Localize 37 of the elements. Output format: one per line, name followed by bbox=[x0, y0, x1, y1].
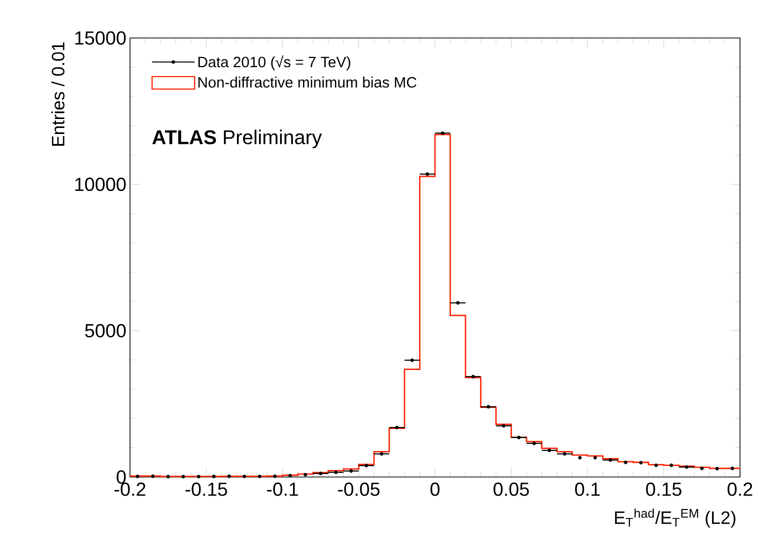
point bbox=[318, 472, 322, 476]
x-tick-label: 0 bbox=[430, 482, 440, 496]
point bbox=[380, 452, 384, 456]
annotation: ATLAS Preliminary bbox=[152, 130, 322, 148]
point bbox=[426, 172, 430, 176]
x-tick-label: 0.1 bbox=[575, 482, 600, 496]
point bbox=[349, 469, 353, 473]
point bbox=[440, 131, 444, 135]
x-tick-label: 0.05 bbox=[494, 482, 529, 496]
point bbox=[548, 448, 552, 452]
y-tick-label: 5000 bbox=[85, 324, 126, 338]
point bbox=[334, 470, 338, 474]
point bbox=[456, 301, 460, 305]
x-tick-label: -0.15 bbox=[186, 482, 228, 496]
point bbox=[532, 442, 536, 446]
point bbox=[502, 424, 506, 428]
point bbox=[517, 436, 521, 440]
legend-label: Non-diffractive minimum bias MC bbox=[198, 76, 416, 88]
y-tick-label: 15000 bbox=[75, 31, 126, 45]
x-tick-label: 0.2 bbox=[728, 482, 752, 496]
y-tick-label: 0 bbox=[116, 470, 126, 484]
point bbox=[486, 404, 490, 409]
y-tick-label: 10000 bbox=[75, 178, 126, 192]
point bbox=[562, 452, 566, 456]
x-tick-label: 0.15 bbox=[646, 482, 682, 496]
point bbox=[395, 426, 399, 430]
x-tick-label: -0.2 bbox=[114, 482, 146, 496]
point bbox=[608, 458, 612, 462]
point bbox=[364, 464, 368, 468]
x-tick-label: -0.05 bbox=[338, 482, 380, 496]
point bbox=[684, 465, 688, 469]
x-tick-label: -0.1 bbox=[267, 482, 298, 496]
point bbox=[471, 374, 475, 378]
y-axis-title: Entries / 0.01 bbox=[51, 42, 64, 146]
x-axis-title: E$_{T}$$^{had}$/E$_{T}$$^{EM}$ (L2) bbox=[615, 508, 736, 528]
point bbox=[410, 358, 414, 362]
legend-label: Data 2010 (√s = 7 TeV) bbox=[198, 55, 350, 70]
